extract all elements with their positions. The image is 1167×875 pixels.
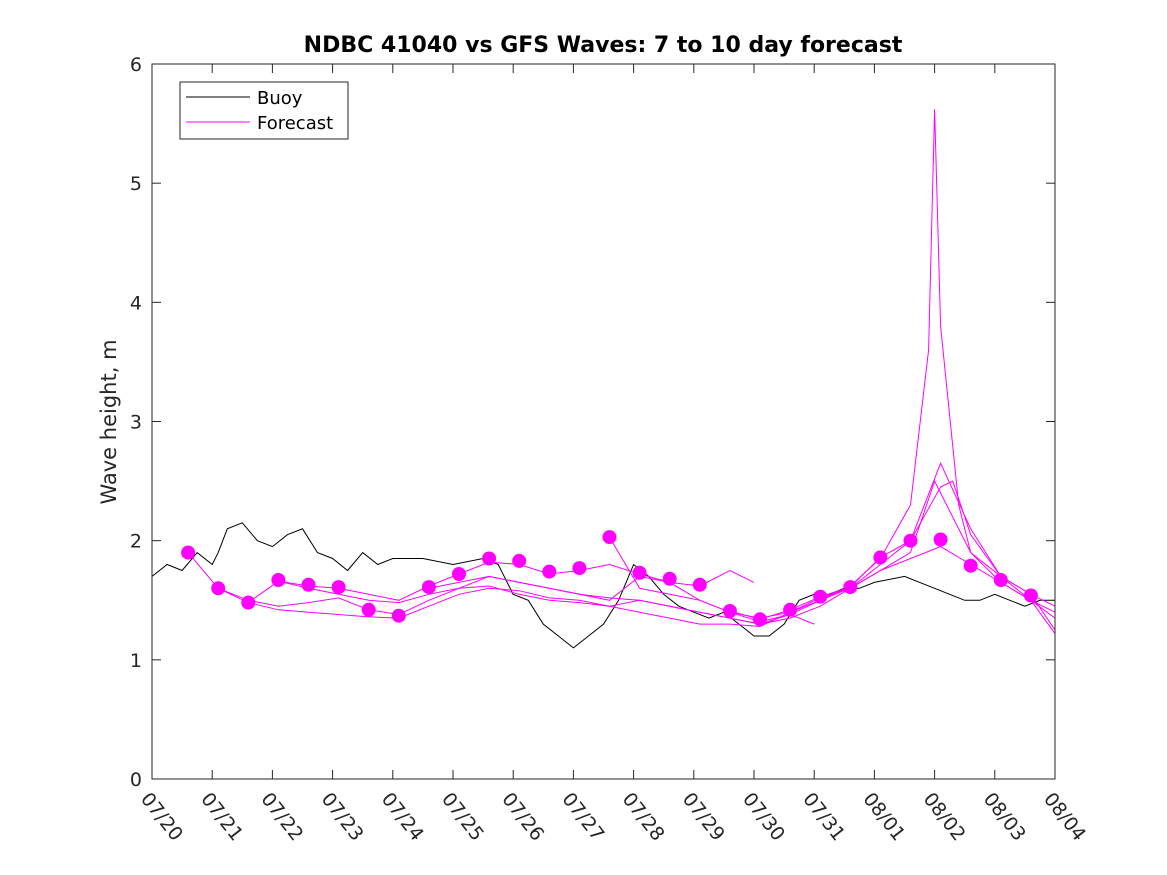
forecast-marker [813,589,828,604]
x-tick-label: 08/01 [858,789,909,846]
forecast-marker [181,545,196,560]
legend-box [179,81,349,140]
x-tick-label: 07/20 [136,789,187,846]
forecast-marker [632,565,647,580]
x-tick-label: 08/03 [979,789,1030,846]
x-tick-label: 07/28 [618,789,669,846]
forecast-marker [512,553,527,568]
forecast-marker [993,573,1008,587]
x-tick-label: 07/22 [256,789,307,846]
x-tick-label: 07/21 [196,789,247,846]
x-tick-label: 08/02 [919,789,970,846]
forecast-marker [331,580,346,595]
y-tick-label: 4 [130,292,142,314]
y-tick-label: 6 [130,54,142,76]
y-tick-label: 3 [130,412,142,434]
forecast-marker [722,604,737,618]
buoy-series-line [151,522,1055,649]
x-tick-label: 07/26 [497,789,548,846]
forecast-marker [783,602,798,617]
forecast-marker [271,573,286,587]
y-tick-label: 0 [130,769,142,791]
x-tick-label: 07/25 [437,789,488,846]
x-tick-label: 07/29 [678,789,729,846]
y-axis-label: Wave height, m [97,339,121,504]
forecast-marker [843,580,858,595]
forecast-marker [391,608,406,623]
chart-title: NDBC 41040 vs GFS Waves: 7 to 10 day for… [304,33,903,58]
forecast-marker [903,533,918,548]
forecast-series-line-3 [248,546,1056,628]
x-tick-label: 07/31 [798,789,849,846]
forecast-marker [301,577,316,592]
forecast-marker [873,550,888,565]
x-tick-label: 08/04 [1039,789,1090,846]
x-tick-label: 07/27 [557,789,608,846]
forecast-marker [361,602,376,617]
y-tick-label: 2 [130,531,142,553]
plot-frame [151,63,1056,780]
forecast-marker [753,612,767,627]
x-tick-label: 07/30 [738,789,789,846]
forecast-marker [692,577,707,592]
forecast-marker [662,571,677,586]
legend: Buoy Forecast [179,81,349,140]
forecast-marker [482,551,497,566]
forecast-marker [211,581,226,596]
forecast-marker [933,532,948,547]
forecast-marker [602,530,617,545]
x-tick-label: 07/24 [377,789,428,846]
legend-forecast-label: Forecast [257,113,333,134]
forecast-marker [241,595,256,610]
forecast-marker [452,567,466,581]
forecast-marker [572,561,587,576]
legend-buoy-label: Buoy [257,88,303,109]
plot-area [151,109,1056,649]
x-tick-label: 07/23 [317,789,368,846]
y-tick-label: 1 [130,650,142,672]
forecast-marker [421,580,436,595]
forecast-marker [542,564,557,579]
y-tick-label: 5 [130,173,142,195]
forecast-marker [1023,588,1038,603]
forecast-series-line-5 [428,109,1056,625]
forecast-series-line-6 [609,461,1056,634]
forecast-marker [963,558,978,573]
forecast-series-line-4 [278,479,1056,625]
